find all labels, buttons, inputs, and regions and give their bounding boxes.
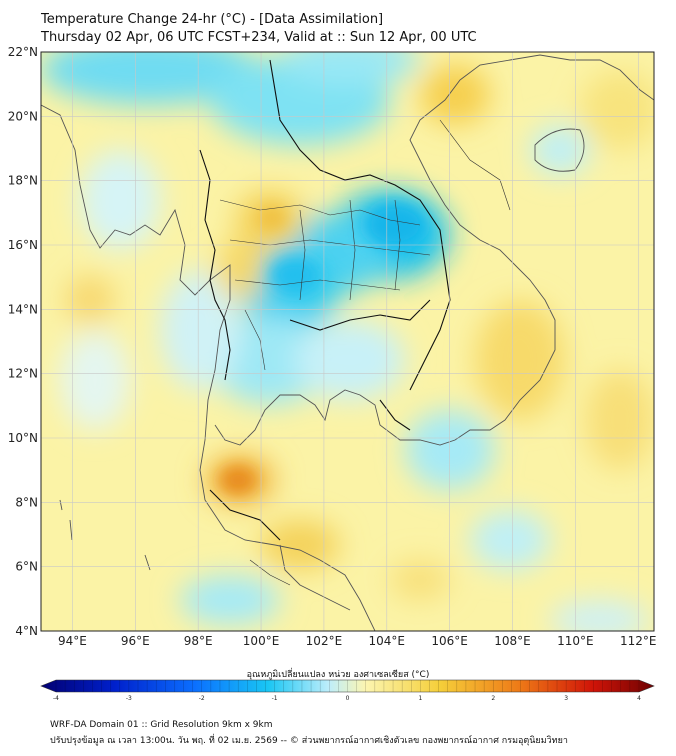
longitude-label: 110°E: [557, 634, 594, 648]
country-borders: [199, 59, 451, 541]
field-blobs: [41, 52, 654, 631]
latitude-label: 4°N: [15, 624, 38, 638]
footer-domain-info: WRF-DA Domain 01 :: Grid Resolution 9km …: [50, 720, 273, 730]
latitude-label: 20°N: [8, 109, 38, 123]
colorbar-tick-label: -3: [126, 695, 132, 700]
colorbar-tick-labels: -4 -3 -2 -1 0 1 2 3 4: [53, 695, 641, 700]
colorbar-bar: [40, 679, 655, 693]
latitude-label: 12°N: [8, 367, 38, 381]
longitude-label: 96°E: [121, 634, 150, 648]
longitude-label: 106°E: [431, 634, 468, 648]
colorbar-tick-label: 3: [564, 695, 568, 700]
longitude-label: 112°E: [620, 634, 657, 648]
longitude-label: 94°E: [58, 634, 87, 648]
latitude-label: 8°N: [15, 495, 38, 509]
colorbar-tick-label: 0: [346, 695, 350, 700]
coastlines: [41, 54, 654, 631]
map-frame: [40, 51, 655, 632]
colorbar-title: อุณหภูมิเปลี่ยนแปลง หน่วย องศาเซลเซียส (…: [246, 670, 430, 680]
temperature-change-map: 22°N 20°N 18°N 16°N 14°N 12°N 10°N 8°N 6°N 4°N 94…: [8, 45, 657, 700]
field-peaks: [220, 203, 425, 494]
colorbar-tick-label: -4: [53, 695, 59, 700]
map-title: Temperature Change 24-hr (°C) - [Data As…: [41, 12, 384, 27]
longitude-label: 100°E: [243, 634, 280, 648]
map-subtitle: Thursday 02 Apr, 06 UTC FCST+234, Valid …: [41, 30, 477, 45]
longitude-labels: 94°E 96°E 98°E 100°E 102°E 104°E 106°E 108°E 110…: [58, 634, 657, 648]
latitude-label: 16°N: [8, 238, 38, 252]
temperature-field: [41, 52, 654, 631]
gridlines: [41, 51, 654, 632]
longitude-label: 98°E: [184, 634, 213, 648]
colorbar: -4 -3 -2 -1 0 1 2 3 4: [40, 679, 655, 700]
province-borders: [219, 119, 511, 586]
longitude-label: 104°E: [369, 634, 406, 648]
footer-update-info: ปรับปรุงข้อมูล ณ เวลา 13:00น. วัน พฤ. ที…: [50, 736, 568, 746]
longitude-label: 102°E: [306, 634, 343, 648]
latitude-label: 22°N: [8, 45, 38, 59]
colorbar-minor-ticks: [55, 680, 640, 692]
longitude-label: 108°E: [494, 634, 531, 648]
latitude-label: 14°N: [8, 302, 38, 316]
colorbar-tick-label: -2: [199, 695, 205, 700]
latitude-labels: 22°N 20°N 18°N 16°N 14°N 12°N 10°N 8°N 6°N 4°N: [8, 45, 38, 638]
colorbar-tick-label: 2: [491, 695, 495, 700]
colorbar-tick-label: -1: [272, 695, 278, 700]
colorbar-tick-label: 1: [418, 695, 422, 700]
colorbar-tick-label: 4: [637, 695, 641, 700]
latitude-label: 18°N: [8, 174, 38, 188]
latitude-label: 6°N: [15, 560, 38, 574]
latitude-label: 10°N: [8, 431, 38, 445]
